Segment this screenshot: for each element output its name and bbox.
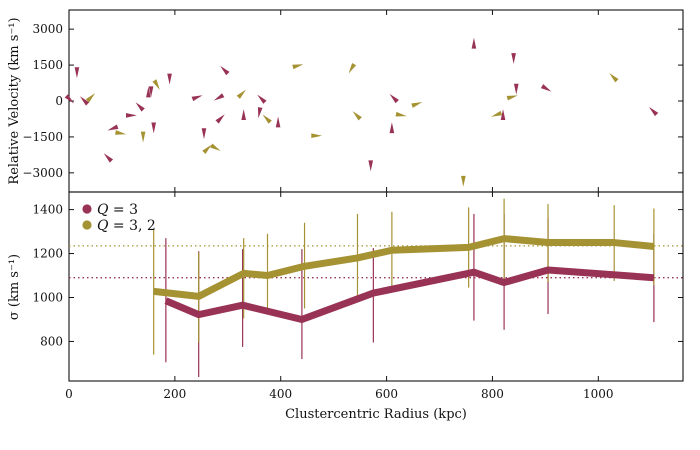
velocity-panel: −3000 −1500 0 1500 3000 Relative Velocity (k… — [7, 9, 684, 193]
legend-label-q3-value: = 3 — [108, 202, 138, 218]
velocity-point-magenta — [74, 67, 80, 79]
velocity-point-magenta — [148, 86, 154, 98]
velocity-point-olive — [609, 73, 619, 83]
velocity-point-magenta — [471, 37, 477, 49]
series-line-q3 — [164, 266, 655, 323]
legend-label-q32-symbol: Q — [97, 218, 109, 234]
dispersion-y-axis-label: σ (km s⁻¹) — [7, 254, 22, 320]
velocity-point-olive — [311, 133, 323, 139]
velocity-point-olive — [292, 64, 304, 70]
velocity-y-tick-label: −3000 — [22, 166, 63, 180]
velocity-y-ticks: −3000 −1500 0 1500 3000 — [22, 22, 683, 180]
x-tick-label: 200 — [163, 387, 186, 401]
velocity-y-tick-label: 0 — [55, 94, 63, 108]
dispersion-panel-frame — [68, 191, 684, 382]
legend-label-q32-value: = 3, 2 — [108, 218, 155, 234]
velocity-point-magenta — [107, 124, 119, 131]
dispersion-reference-lines — [69, 245, 683, 279]
velocity-point-magenta — [167, 73, 172, 85]
velocity-point-olive — [115, 130, 127, 135]
velocity-point-magenta — [146, 86, 151, 98]
velocity-point-olive — [262, 114, 272, 124]
velocity-y-tick-label: 3000 — [32, 22, 63, 36]
velocity-point-magenta — [135, 102, 145, 112]
velocity-point-olive — [461, 175, 466, 187]
velocity-point-magenta — [191, 95, 203, 102]
velocity-point-olive — [352, 111, 362, 121]
velocity-point-magenta — [540, 84, 552, 92]
velocity-point-magenta — [213, 93, 225, 101]
velocity-x-ticks — [68, 10, 599, 192]
velocity-y-tick-label: 1500 — [32, 58, 63, 72]
velocity-point-magenta — [257, 94, 267, 104]
dispersion-y-ticks: 800 1000 1200 1400 — [32, 203, 683, 348]
velocity-y-axis-label: Relative Velocity (km s⁻¹) — [7, 17, 22, 184]
velocity-point-magenta — [513, 83, 519, 95]
velocity-point-magenta — [275, 116, 281, 128]
legend: Q = 3 Q = 3, 2 — [82, 202, 156, 234]
velocity-point-magenta — [500, 109, 506, 120]
velocity-y-tick-label: −1500 — [22, 130, 63, 144]
velocity-point-magenta — [257, 107, 263, 119]
dispersion-x-ticks: 0 200 400 600 800 1000 — [65, 192, 614, 401]
legend-marker-q32 — [82, 220, 92, 230]
velocity-point-magenta — [151, 122, 157, 134]
velocity-point-olive — [236, 89, 246, 99]
velocity-point-olive — [202, 144, 212, 154]
velocity-point-magenta — [201, 128, 207, 140]
velocity-points — [64, 37, 659, 187]
x-tick-label: 1000 — [583, 387, 614, 401]
velocity-point-magenta — [389, 122, 395, 134]
velocity-point-olive — [491, 110, 503, 117]
dispersion-y-tick-label: 800 — [40, 334, 63, 348]
velocity-point-olive — [85, 93, 96, 103]
velocity-point-olive — [210, 143, 221, 151]
velocity-point-olive — [506, 95, 518, 101]
velocity-point-magenta — [511, 53, 516, 64]
dispersion-y-tick-label: 1000 — [32, 290, 63, 304]
velocity-point-magenta — [368, 160, 374, 172]
dispersion-y-tick-label: 1400 — [32, 203, 63, 217]
x-tick-label: 800 — [481, 387, 504, 401]
legend-marker-q3 — [82, 204, 92, 214]
legend-label-q3: Q = 3 — [97, 202, 138, 218]
velocity-point-magenta — [215, 114, 225, 124]
dispersion-y-tick-label: 1200 — [32, 247, 63, 261]
velocity-point-olive — [152, 79, 160, 90]
x-tick-label: 400 — [269, 387, 292, 401]
velocity-point-magenta — [648, 106, 659, 117]
dispersion-panel: 800 1000 1200 1400 0 200 400 600 800 1000 σ (km … — [7, 191, 684, 422]
velocity-point-olive — [140, 131, 146, 143]
x-tick-label: 0 — [65, 387, 73, 401]
velocity-point-magenta — [64, 94, 74, 104]
velocity-point-olive — [348, 62, 357, 74]
velocity-point-magenta — [389, 93, 399, 104]
x-axis-label: Clustercentric Radius (kpc) — [285, 407, 467, 422]
dispersion-lines — [153, 235, 655, 323]
series-line-q32 — [153, 235, 655, 300]
velocity-point-magenta — [126, 113, 137, 118]
legend-label-q3-symbol: Q — [97, 202, 109, 218]
velocity-point-olive — [395, 111, 407, 117]
velocity-point-magenta — [103, 153, 114, 163]
x-tick-label: 600 — [375, 387, 398, 401]
legend-label-q32: Q = 3, 2 — [97, 218, 156, 234]
velocity-point-magenta — [79, 96, 90, 106]
velocity-point-magenta — [220, 65, 230, 76]
velocity-point-magenta — [241, 109, 246, 120]
velocity-point-olive — [411, 101, 423, 108]
